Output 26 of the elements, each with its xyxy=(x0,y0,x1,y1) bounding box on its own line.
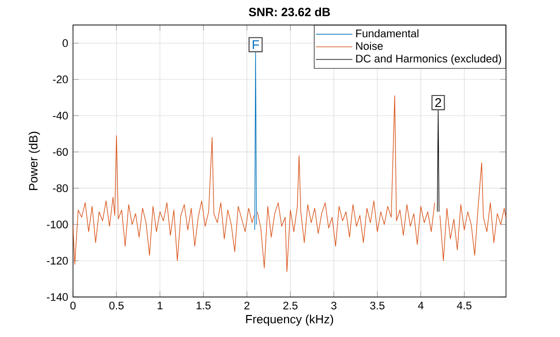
chart-title: SNR: 23.62 dB xyxy=(248,7,330,16)
annotation: 2 xyxy=(435,98,442,108)
x-tick-label: 3.5 xyxy=(370,302,384,310)
y-tick-label: -60 xyxy=(52,148,68,156)
legend-label: Noise xyxy=(356,42,383,50)
annotation: F xyxy=(252,40,259,50)
x-tick-label: 4.5 xyxy=(456,302,472,310)
y-tick-label: 0 xyxy=(62,39,68,48)
y-tick-label: -120 xyxy=(46,256,68,265)
x-tick-label: 3 xyxy=(331,302,336,310)
y-axis-title: Power (dB) xyxy=(28,132,40,190)
legend-label: DC and Harmonics (excluded) xyxy=(356,54,502,65)
x-tick-label: 2.5 xyxy=(283,302,298,310)
legend-label: Fundamental xyxy=(356,29,418,38)
x-tick-label: 1 xyxy=(158,302,162,310)
x-tick-label: 2 xyxy=(244,302,250,310)
y-tick-label: -20 xyxy=(52,76,68,84)
y-tick-label: -140 xyxy=(46,293,68,301)
y-tick-label: -80 xyxy=(52,184,68,192)
y-tick-label: -100 xyxy=(46,220,68,228)
x-tick-label: 0 xyxy=(70,302,76,310)
y-tick-label: -40 xyxy=(52,112,68,120)
x-tick-label: 4 xyxy=(418,302,424,310)
x-tick-label: 1.5 xyxy=(196,302,211,310)
x-tick-label: 0.5 xyxy=(109,302,124,310)
x-axis-title: Frequency (kHz) xyxy=(246,314,334,326)
